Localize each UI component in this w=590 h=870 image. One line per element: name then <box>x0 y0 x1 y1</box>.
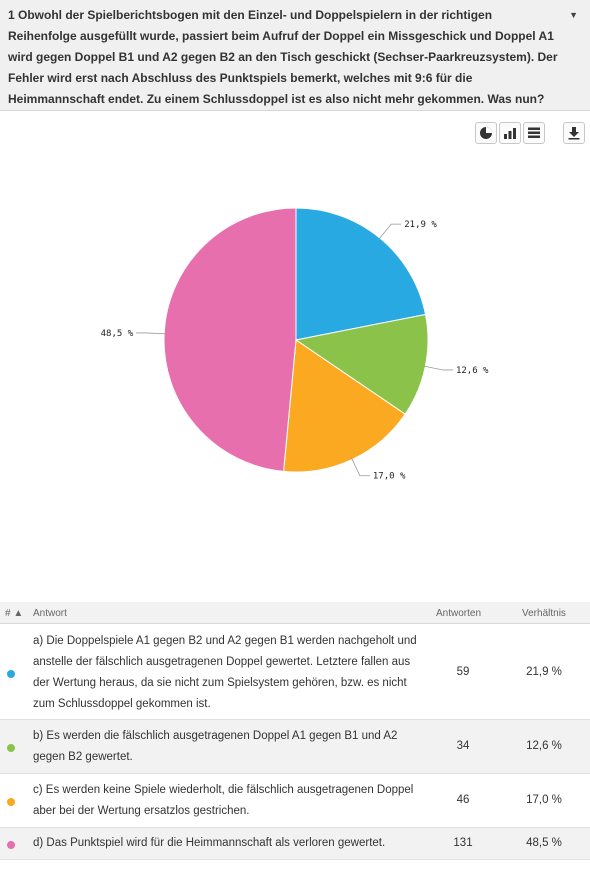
pie-label-a: 21,9 % <box>404 220 437 230</box>
pie-label-c: 17,0 % <box>373 472 406 482</box>
answer-text: b) Es werden die fälschlich ausgetragene… <box>33 730 398 763</box>
answer-ratio: 12,6 % <box>526 740 562 752</box>
question-header: 1 Obwohl der Spielberichtsbogen mit den … <box>0 0 590 111</box>
table-header: # ▲ Antwort Antworten Verhältnis <box>0 602 590 624</box>
table-row: d) Das Punktspiel wird für die Heimmanns… <box>0 828 590 860</box>
answer-text: a) Die Doppelspiele A1 gegen B2 und A2 g… <box>33 635 417 710</box>
caret-down-icon[interactable]: ▼ <box>569 10 578 20</box>
pie-chart: 21,9 % 12,6 % 17,0 % 48,5 % <box>101 207 489 482</box>
answer-ratio: 17,0 % <box>526 794 562 806</box>
pie-slice-d[interactable] <box>163 207 297 472</box>
label-leader-line <box>350 457 370 477</box>
answer-count: 34 <box>456 740 470 752</box>
legend-dot <box>7 744 15 752</box>
legend-dot <box>7 841 15 849</box>
table-row: b) Es werden die fälschlich ausgetragene… <box>0 720 590 774</box>
ratio-column-header: Verhältnis <box>522 608 566 619</box>
download-icon[interactable] <box>563 122 585 144</box>
answer-count: 59 <box>456 666 470 678</box>
count-column-header: Antworten <box>436 608 482 619</box>
table-row: a) Die Doppelspiele A1 gegen B2 und A2 g… <box>0 625 590 720</box>
table-icon[interactable] <box>523 122 545 144</box>
label-leader-line <box>378 223 402 240</box>
sort-column-header[interactable]: # ▲ <box>5 608 24 619</box>
question-text: 1 Obwohl der Spielberichtsbogen mit den … <box>8 8 558 106</box>
pie-chart-icon[interactable] <box>475 122 497 144</box>
answer-ratio: 21,9 % <box>526 666 562 678</box>
bar-chart-icon[interactable] <box>499 122 521 144</box>
pie-label-d: 48,5 % <box>101 329 134 339</box>
answer-count: 131 <box>453 837 473 849</box>
answer-ratio: 48,5 % <box>526 837 562 849</box>
answer-column-header: Antwort <box>33 608 67 619</box>
answer-text: d) Das Punktspiel wird für die Heimmanns… <box>33 837 386 849</box>
legend-dot <box>7 670 15 678</box>
table-row: c) Es werden keine Spiele wiederholt, di… <box>0 774 590 828</box>
answer-text: c) Es werden keine Spiele wiederholt, di… <box>33 784 414 817</box>
answer-count: 46 <box>456 794 470 806</box>
label-leader-line <box>423 365 453 371</box>
label-leader-line <box>136 332 167 335</box>
legend-dot <box>7 798 15 806</box>
pie-label-b: 12,6 % <box>456 366 489 376</box>
